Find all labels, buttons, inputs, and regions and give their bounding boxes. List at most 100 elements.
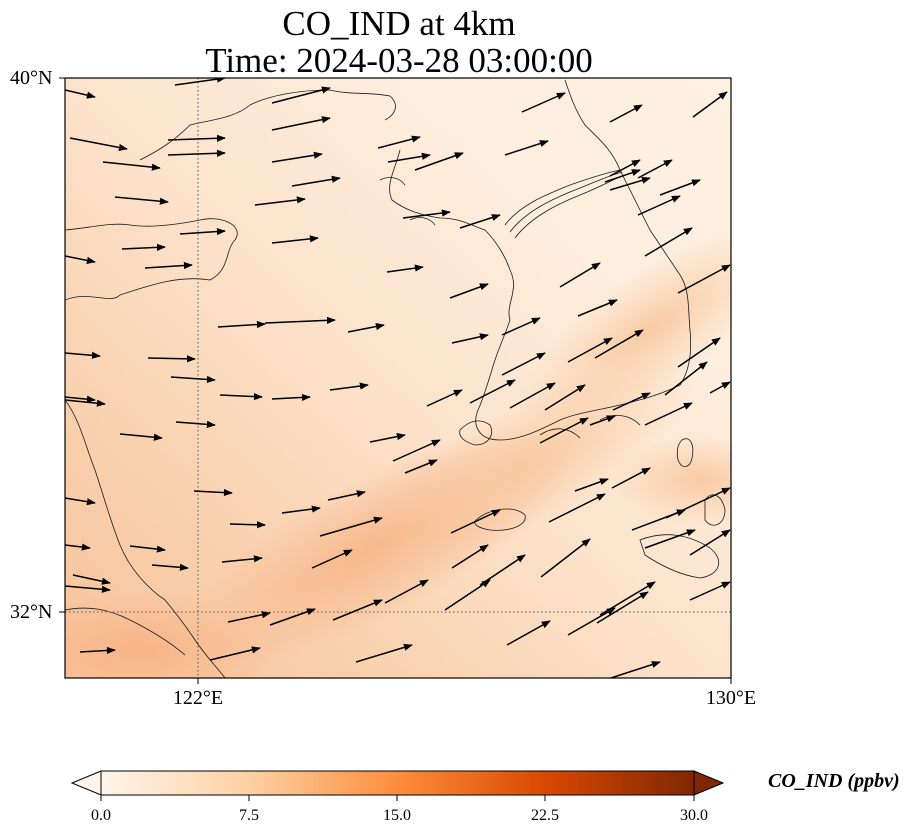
wind-vector-arrow	[65, 585, 111, 593]
wind-vector-arrow	[65, 395, 96, 403]
wind-vector-arrow	[709, 381, 731, 394]
wind-vector-arrow	[594, 329, 644, 359]
wind-vector-arrow	[219, 393, 263, 401]
wind-vector-arrow	[604, 169, 641, 183]
wind-vector-arrow	[540, 538, 591, 578]
lon-label-130E: 130°E	[705, 687, 757, 709]
wind-vector-arrow	[65, 399, 106, 407]
wind-vector-arrow	[609, 104, 643, 123]
wind-vector-arrow	[179, 227, 226, 236]
wind-vector-arrow	[129, 545, 166, 553]
wind-vector-arrow	[291, 175, 341, 187]
wind-vector-arrow	[501, 317, 541, 336]
wind-vector-arrow	[567, 337, 613, 363]
wind-vector-arrow	[611, 467, 651, 489]
wind-vector-arrow	[65, 255, 96, 264]
wind-vector-arrow	[644, 529, 696, 549]
wind-vector-arrow	[170, 375, 216, 384]
wind-vector-arrow	[664, 361, 708, 396]
colorbar-tick-3: 22.5	[531, 807, 559, 824]
wind-vector-arrow	[209, 646, 261, 661]
wind-vector-arrow	[387, 152, 431, 163]
coastlines	[65, 79, 726, 678]
wind-vector-arrow	[392, 439, 441, 462]
wind-vector-arrow	[659, 179, 701, 196]
wind-vector-arrow	[599, 581, 656, 616]
wind-vector-arrow	[677, 264, 731, 294]
wind-vector-arrow	[609, 159, 641, 177]
wind-vector-arrow	[506, 620, 551, 646]
wind-vector-arrow	[386, 264, 424, 273]
colorbar-over-extension	[693, 770, 725, 796]
wind-vector-arrow	[227, 611, 271, 623]
wind-vector-arrow	[548, 493, 606, 523]
wind-vector-arrow	[319, 516, 383, 537]
wind-vector-arrow	[402, 209, 451, 219]
wind-vector-arrow	[504, 140, 549, 156]
wind-vector-arrow	[589, 415, 616, 426]
wind-vector-arrow	[689, 529, 731, 556]
wind-vector-arrow	[692, 91, 728, 118]
wind-vector-arrow	[469, 379, 516, 404]
wind-vector-arrow	[114, 196, 169, 205]
wind-vector-arrow	[612, 392, 651, 411]
wind-vector-arrow	[539, 417, 589, 444]
wind-vector-arrow	[311, 549, 353, 569]
wind-vector-arrow	[65, 351, 101, 359]
wind-vector-arrow	[644, 402, 693, 426]
wind-vector-arrow	[609, 176, 651, 191]
wind-vector-arrow	[665, 487, 731, 519]
wind-vector-arrow	[102, 161, 161, 171]
wind-vector-arrow	[444, 579, 491, 611]
wind-vector-arrow	[65, 543, 91, 551]
wind-vectors	[65, 78, 731, 678]
wind-vector-arrow	[271, 116, 331, 131]
wind-vector-arrow	[426, 389, 463, 407]
colorbar-under-extension	[70, 770, 102, 796]
colorbar-tick-0: 0.0	[91, 807, 111, 824]
wind-vector-arrow	[644, 227, 693, 257]
wind-vector-arrow	[567, 607, 616, 636]
wind-vector-arrow	[677, 337, 721, 368]
wind-vector-arrow	[404, 459, 438, 474]
wind-vector-arrow	[72, 574, 111, 585]
wind-vector-arrow	[121, 243, 166, 251]
wind-vector-arrow	[347, 323, 385, 333]
wind-vector-arrow	[384, 579, 429, 604]
wind-vector-arrow	[269, 608, 316, 626]
lat-label-40N: 40°N	[10, 67, 53, 89]
axis-ticks	[59, 77, 732, 684]
wind-vector-arrow	[119, 433, 163, 441]
wind-vector-arrow	[151, 563, 189, 571]
wind-vector-arrow	[610, 661, 661, 678]
wind-vector-arrow	[574, 478, 609, 492]
wind-vector-arrow	[414, 152, 464, 171]
colorbar-tick-2: 15.0	[383, 807, 411, 824]
lon-label-122E: 122°E	[172, 687, 224, 709]
graticule	[65, 78, 731, 678]
wind-vector-arrow	[175, 420, 216, 428]
colorbar-label: CO_IND (ppbv)	[768, 770, 900, 792]
wind-vector-arrow	[501, 352, 546, 376]
wind-vector-arrow	[271, 393, 311, 402]
wind-vector-arrow	[451, 544, 489, 569]
wind-vector-arrow	[377, 135, 421, 149]
wind-vector-arrow	[167, 134, 226, 142]
colorbar	[70, 770, 725, 801]
wind-vector-arrow	[332, 599, 383, 621]
colorbar-tick-1: 7.5	[239, 807, 259, 824]
wind-vector-arrow	[167, 149, 226, 157]
wind-vector-arrow	[217, 320, 266, 329]
concentration-field	[65, 78, 731, 678]
wind-vector-arrow	[450, 509, 501, 534]
wind-vector-arrow	[459, 214, 501, 229]
wind-vector-arrow	[271, 151, 323, 163]
wind-vector-arrow	[329, 382, 369, 391]
wind-vector-arrow	[559, 262, 601, 288]
wind-vector-arrow	[355, 643, 413, 663]
wind-vector-arrow	[689, 581, 731, 601]
wind-vector-arrow	[69, 137, 128, 151]
wind-vector-arrow	[264, 316, 336, 324]
wind-vector-arrow	[281, 505, 321, 514]
